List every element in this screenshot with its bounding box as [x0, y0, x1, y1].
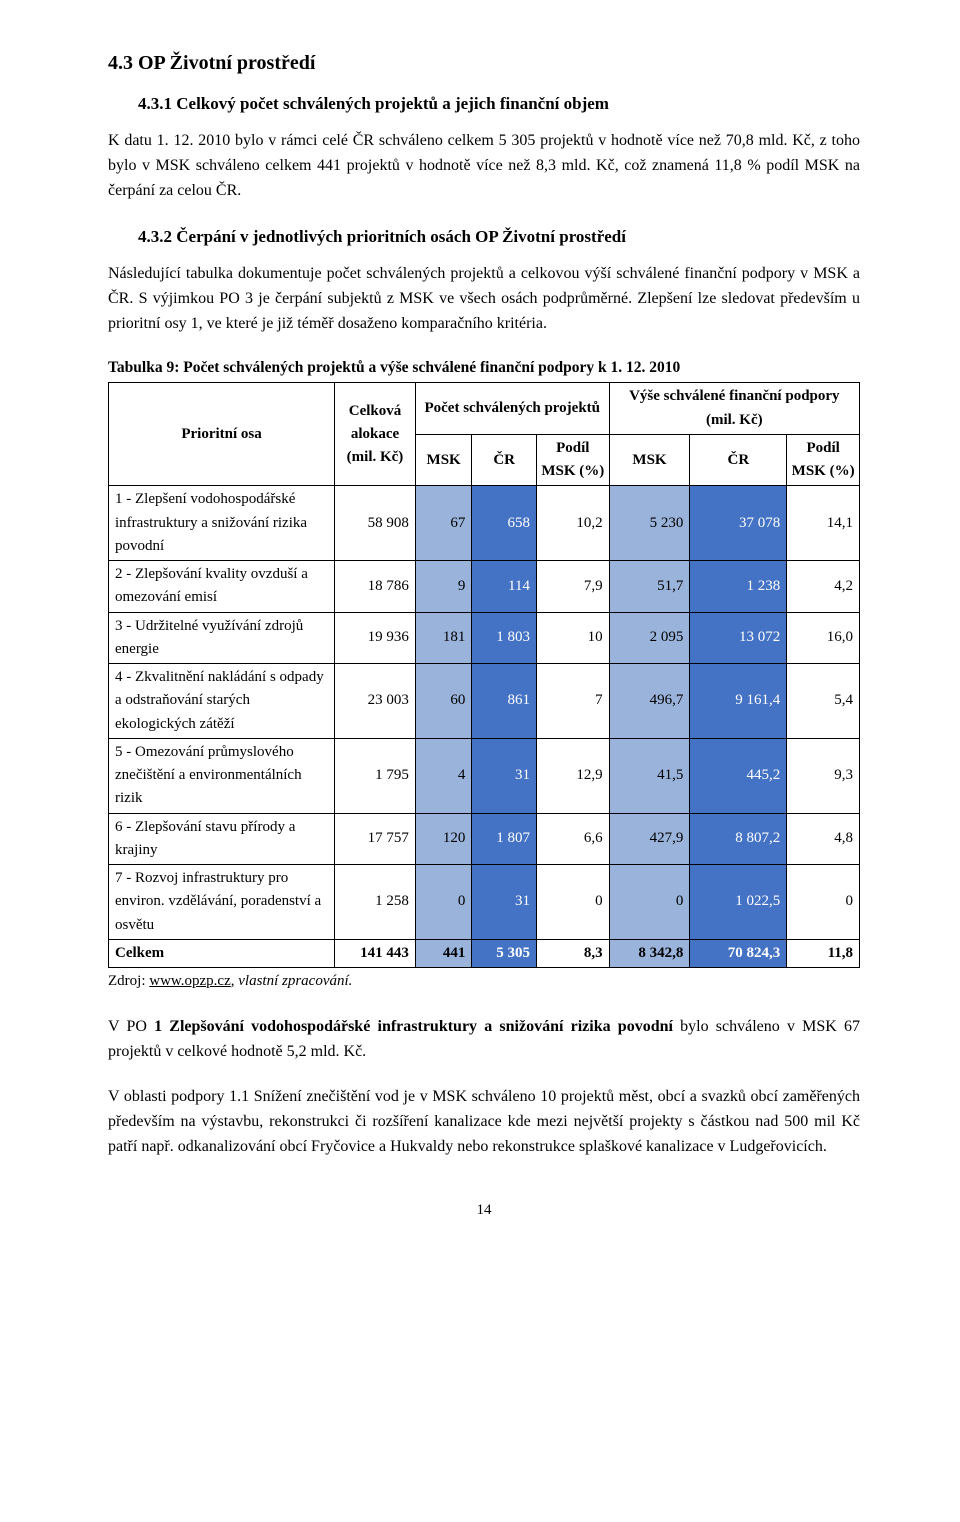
table-row-total: Celkem141 4434415 3058,38 342,870 824,31…: [109, 939, 860, 967]
row-msk-projects: 60: [415, 664, 472, 739]
row-share-funding: 9,3: [787, 738, 860, 813]
row-msk-projects: 120: [415, 813, 472, 865]
subsection-heading-1: 4.3.1 Celkový počet schválených projektů…: [138, 91, 860, 117]
p3-a: V PO: [108, 1018, 154, 1035]
row-alloc: 17 757: [335, 813, 416, 865]
table-row: 1 - Zlepšení vodohospodářské infrastrukt…: [109, 486, 860, 561]
row-msk-projects: 0: [415, 865, 472, 940]
row-msk-funding: 5 230: [609, 486, 690, 561]
table-row: 7 - Rozvoj infrastruktury pro environ. v…: [109, 865, 860, 940]
row-label: 7 - Rozvoj infrastruktury pro environ. v…: [109, 865, 335, 940]
row-label: 1 - Zlepšení vodohospodářské infrastrukt…: [109, 486, 335, 561]
row-share-projects: 7,9: [536, 561, 609, 613]
th-group-funding: Výše schválené finanční podpory (mil. Kč…: [609, 383, 859, 435]
row-share-funding: 4,8: [787, 813, 860, 865]
row-cr-projects: 1 803: [472, 612, 537, 664]
row-label: 4 - Zkvalitnění nakládání s odpady a ods…: [109, 664, 335, 739]
row-cr-projects: 1 807: [472, 813, 537, 865]
row-label: 6 - Zlepšování stavu přírody a krajiny: [109, 813, 335, 865]
total-share-projects: 8,3: [536, 939, 609, 967]
row-cr-funding: 37 078: [690, 486, 787, 561]
row-share-projects: 7: [536, 664, 609, 739]
th-axis: Prioritní osa: [109, 383, 335, 486]
table-source: Zdroj: www.opzp.cz, vlastní zpracování.: [108, 970, 860, 993]
total-msk-funding: 8 342,8: [609, 939, 690, 967]
page-number: 14: [108, 1199, 860, 1222]
th-cr-1: ČR: [472, 434, 537, 486]
row-cr-funding: 1 238: [690, 561, 787, 613]
total-cr-funding: 70 824,3: [690, 939, 787, 967]
row-cr-projects: 861: [472, 664, 537, 739]
row-share-projects: 10: [536, 612, 609, 664]
row-alloc: 58 908: [335, 486, 416, 561]
row-share-funding: 5,4: [787, 664, 860, 739]
paragraph-1: K datu 1. 12. 2010 bylo v rámci celé ČR …: [108, 129, 860, 203]
total-alloc: 141 443: [335, 939, 416, 967]
row-msk-funding: 2 095: [609, 612, 690, 664]
source-link: www.opzp.cz: [149, 973, 231, 989]
total-msk-projects: 441: [415, 939, 472, 967]
subsection-heading-2: 4.3.2 Čerpání v jednotlivých prioritních…: [138, 224, 860, 250]
row-alloc: 18 786: [335, 561, 416, 613]
source-prefix: Zdroj:: [108, 973, 149, 989]
th-share-1: Podíl MSK (%): [536, 434, 609, 486]
paragraph-4: V oblasti podpory 1.1 Snížení znečištění…: [108, 1085, 860, 1159]
table-caption: Tabulka 9: Počet schválených projektů a …: [108, 356, 860, 380]
row-msk-funding: 427,9: [609, 813, 690, 865]
row-label: 5 - Omezování průmyslového znečištění a …: [109, 738, 335, 813]
row-msk-funding: 41,5: [609, 738, 690, 813]
row-label: 3 - Udržitelné využívání zdrojů energie: [109, 612, 335, 664]
row-share-projects: 6,6: [536, 813, 609, 865]
row-share-funding: 0: [787, 865, 860, 940]
th-cr-2: ČR: [690, 434, 787, 486]
row-msk-projects: 4: [415, 738, 472, 813]
th-msk-1: MSK: [415, 434, 472, 486]
row-msk-funding: 0: [609, 865, 690, 940]
row-share-projects: 0: [536, 865, 609, 940]
row-cr-projects: 31: [472, 738, 537, 813]
row-alloc: 23 003: [335, 664, 416, 739]
row-msk-projects: 67: [415, 486, 472, 561]
row-label: 2 - Zlepšování kvality ovzduší a omezová…: [109, 561, 335, 613]
row-cr-funding: 8 807,2: [690, 813, 787, 865]
table-row: 4 - Zkvalitnění nakládání s odpady a ods…: [109, 664, 860, 739]
row-cr-funding: 445,2: [690, 738, 787, 813]
row-msk-funding: 496,7: [609, 664, 690, 739]
row-share-projects: 10,2: [536, 486, 609, 561]
th-group-projects: Počet schválených projektů: [415, 383, 609, 435]
table-row: 5 - Omezování průmyslového znečištění a …: [109, 738, 860, 813]
p3-b: 1 Zlepšování vodohospodářské infrastrukt…: [154, 1018, 673, 1035]
row-share-funding: 4,2: [787, 561, 860, 613]
row-cr-funding: 9 161,4: [690, 664, 787, 739]
th-share-2: Podíl MSK (%): [787, 434, 860, 486]
row-cr-projects: 658: [472, 486, 537, 561]
row-share-projects: 12,9: [536, 738, 609, 813]
th-alloc: Celková alokace (mil. Kč): [335, 383, 416, 486]
total-cr-projects: 5 305: [472, 939, 537, 967]
row-msk-funding: 51,7: [609, 561, 690, 613]
table-row: 3 - Udržitelné využívání zdrojů energie1…: [109, 612, 860, 664]
row-cr-projects: 114: [472, 561, 537, 613]
row-alloc: 1 258: [335, 865, 416, 940]
paragraph-3: V PO 1 Zlepšování vodohospodářské infras…: [108, 1015, 860, 1065]
row-share-funding: 16,0: [787, 612, 860, 664]
total-label: Celkem: [109, 939, 335, 967]
row-alloc: 1 795: [335, 738, 416, 813]
table-row: 2 - Zlepšování kvality ovzduší a omezová…: [109, 561, 860, 613]
data-table: Prioritní osaCelková alokace (mil. Kč)Po…: [108, 382, 860, 968]
paragraph-2: Následující tabulka dokumentuje počet sc…: [108, 262, 860, 336]
row-cr-projects: 31: [472, 865, 537, 940]
total-share-funding: 11,8: [787, 939, 860, 967]
row-msk-projects: 9: [415, 561, 472, 613]
th-msk-2: MSK: [609, 434, 690, 486]
row-share-funding: 14,1: [787, 486, 860, 561]
source-suffix: , vlastní zpracování.: [231, 973, 353, 989]
row-msk-projects: 181: [415, 612, 472, 664]
section-heading: 4.3 OP Životní prostředí: [108, 48, 860, 79]
row-cr-funding: 1 022,5: [690, 865, 787, 940]
row-cr-funding: 13 072: [690, 612, 787, 664]
table-row: 6 - Zlepšování stavu přírody a krajiny17…: [109, 813, 860, 865]
row-alloc: 19 936: [335, 612, 416, 664]
